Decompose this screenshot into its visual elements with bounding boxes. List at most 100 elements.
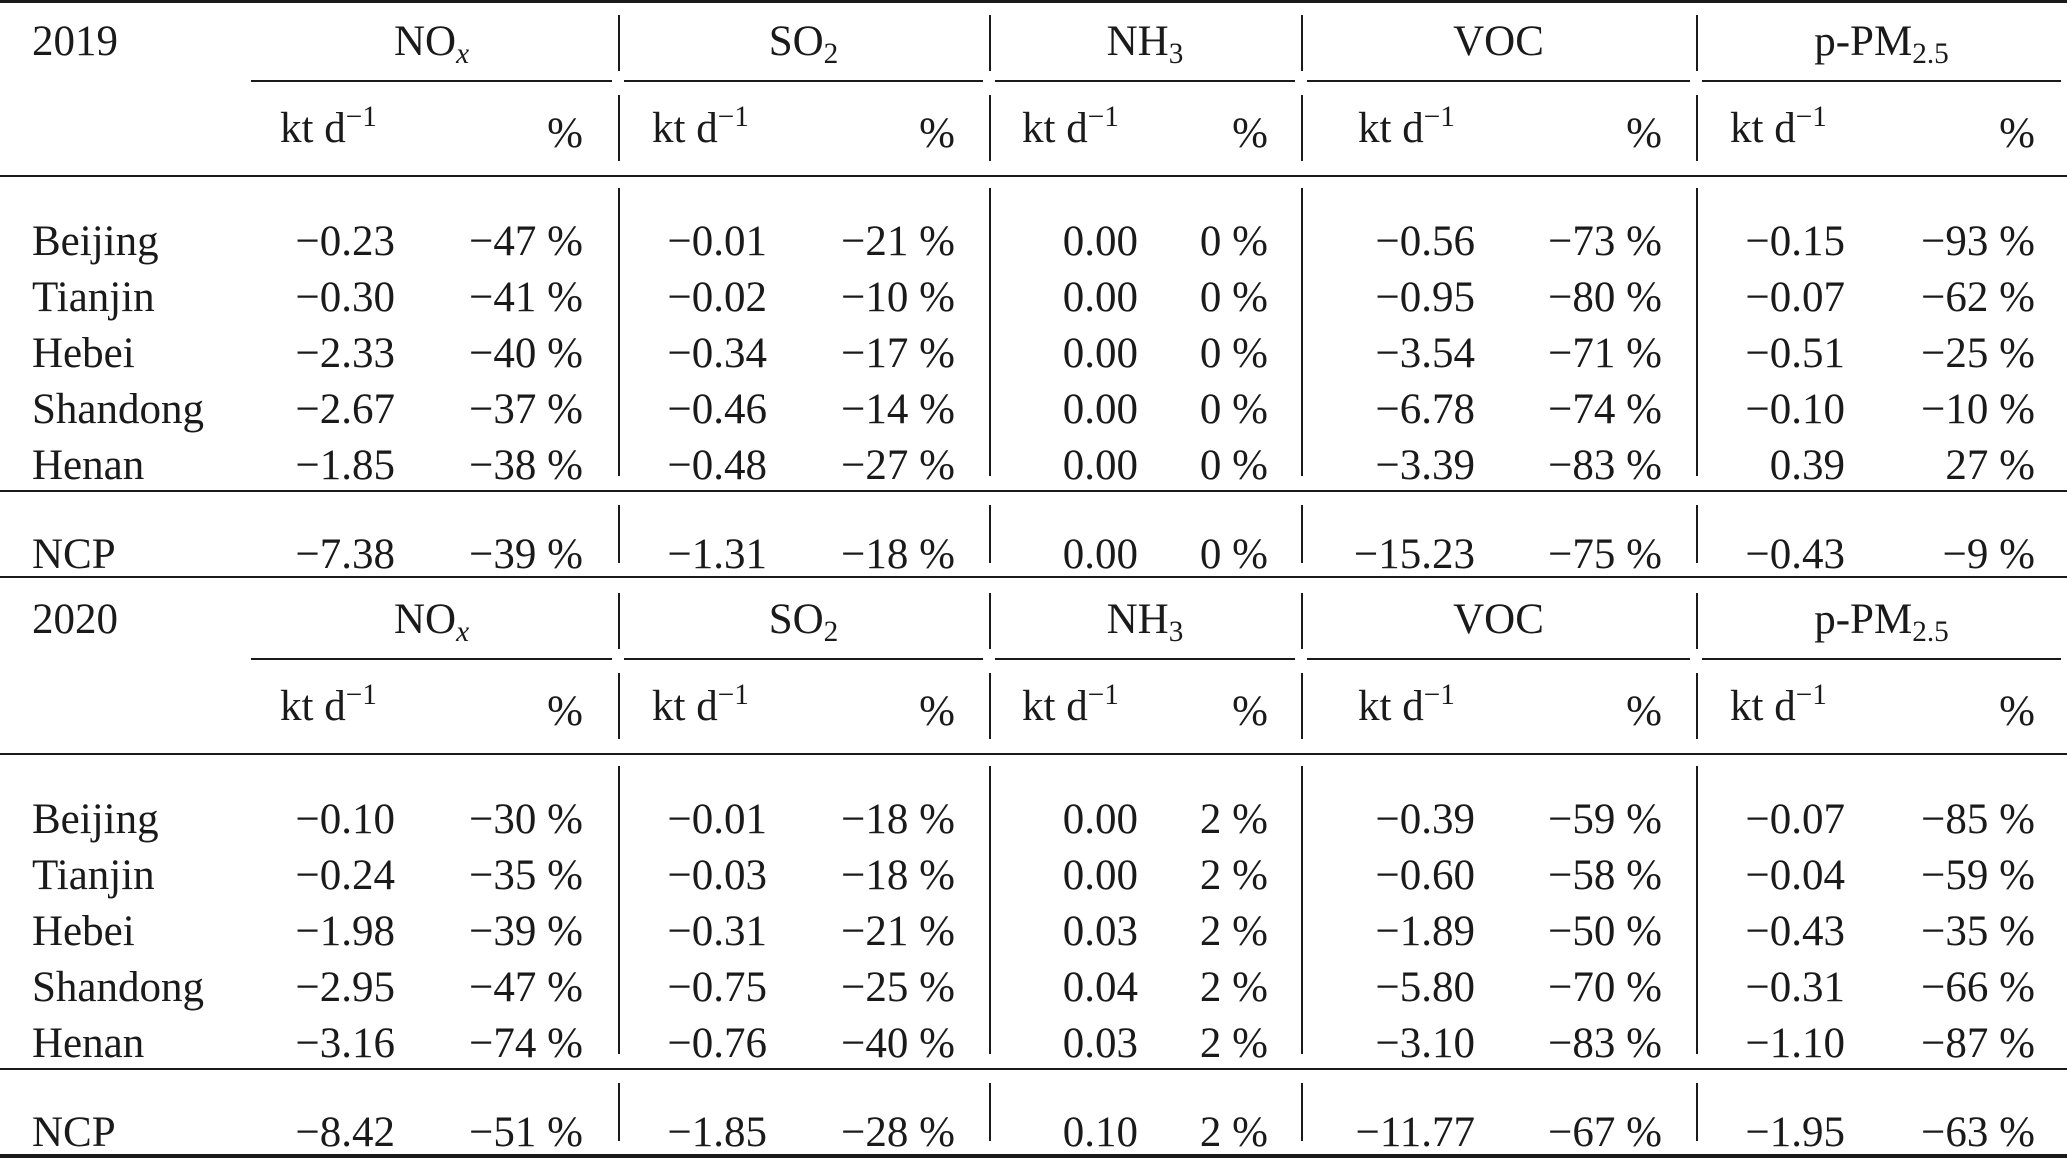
- unit-rate-base: kt d: [1022, 105, 1088, 152]
- value-rate: −3.39: [1375, 442, 1475, 489]
- value-percent: −25 %: [1921, 330, 2035, 377]
- unit-rate-exponent: −1: [1087, 678, 1119, 711]
- value-rate: −0.31: [1745, 964, 1845, 1011]
- species-subscript: x: [456, 616, 470, 649]
- unit-rate-base: kt d: [1730, 105, 1796, 152]
- total-value-rate: −1.31: [667, 531, 767, 578]
- value-rate: −0.51: [1745, 330, 1845, 377]
- total-value-rate: 0.00: [1062, 531, 1138, 578]
- species-name: VOC: [1453, 596, 1544, 643]
- total-region-name: NCP: [32, 1109, 116, 1156]
- value-percent: 2 %: [1199, 852, 1268, 899]
- value-percent: −59 %: [1548, 796, 1662, 843]
- unit-rate: kt d−1: [1358, 680, 1455, 730]
- total-value-rate: −7.38: [295, 531, 395, 578]
- value-percent: −10 %: [841, 274, 955, 321]
- value-rate: −1.85: [295, 442, 395, 489]
- column-separator: [618, 673, 620, 739]
- unit-percent: %: [1626, 688, 1662, 735]
- unit-percent: %: [1626, 110, 1662, 157]
- region-name: Shandong: [32, 386, 204, 433]
- group-underline: [251, 80, 612, 82]
- value-rate: −1.10: [1745, 1020, 1845, 1067]
- column-separator: [1696, 593, 1698, 649]
- value-rate: −1.98: [295, 908, 395, 955]
- column-separator: [1301, 766, 1303, 1054]
- unit-rate: kt d−1: [1022, 102, 1119, 152]
- value-rate: 0.04: [1062, 964, 1138, 1011]
- value-rate: −0.24: [295, 852, 395, 899]
- unit-rate-exponent: −1: [1795, 678, 1827, 711]
- unit-rate-exponent: −1: [1423, 678, 1455, 711]
- total-value-percent: −67 %: [1548, 1109, 1662, 1156]
- rule-total: [0, 1068, 2067, 1070]
- column-separator: [618, 15, 620, 71]
- total-value-rate: −1.95: [1745, 1109, 1845, 1156]
- region-name: Shandong: [32, 964, 204, 1011]
- total-value-percent: 0 %: [1199, 531, 1268, 578]
- species-subscript: 3: [1168, 616, 1184, 649]
- group-underline: [1307, 80, 1690, 82]
- value-rate: 0.00: [1062, 274, 1138, 321]
- column-separator: [989, 95, 991, 161]
- unit-percent: %: [547, 688, 583, 735]
- total-value-percent: −63 %: [1921, 1109, 2035, 1156]
- group-underline: [1702, 658, 2061, 660]
- species-subscript: 2.5: [1912, 616, 1949, 649]
- unit-rate-exponent: −1: [1795, 100, 1827, 133]
- value-rate: −5.80: [1375, 964, 1475, 1011]
- unit-rate-base: kt d: [652, 683, 718, 730]
- value-rate: 0.00: [1062, 330, 1138, 377]
- region-name: Beijing: [32, 796, 159, 843]
- value-rate: −6.78: [1375, 386, 1475, 433]
- value-percent: −85 %: [1921, 796, 2035, 843]
- value-rate: −0.31: [667, 908, 767, 955]
- column-separator: [1696, 15, 1698, 71]
- rule-top: [0, 0, 2067, 3]
- region-name: Hebei: [32, 908, 135, 955]
- unit-percent: %: [1232, 688, 1268, 735]
- value-percent: −35 %: [469, 852, 583, 899]
- column-separator: [618, 766, 620, 1054]
- unit-rate: kt d−1: [1022, 680, 1119, 730]
- value-percent: −14 %: [841, 386, 955, 433]
- total-value-rate: 0.10: [1062, 1109, 1138, 1156]
- rule-header: [0, 175, 2067, 177]
- value-percent: −47 %: [469, 964, 583, 1011]
- unit-rate: kt d−1: [1730, 680, 1827, 728]
- value-percent: −70 %: [1548, 964, 1662, 1011]
- year-label: 2019: [32, 18, 118, 65]
- species-name: NO: [393, 596, 457, 643]
- unit-rate-exponent: −1: [345, 100, 377, 133]
- column-separator: [1696, 188, 1698, 476]
- value-percent: 0 %: [1199, 442, 1268, 489]
- value-rate: −0.34: [667, 330, 767, 377]
- unit-rate-base: kt d: [1358, 683, 1424, 730]
- unit-percent: %: [919, 688, 955, 735]
- species-header: p-PM2.5: [1696, 598, 2067, 647]
- column-separator: [1696, 505, 1698, 563]
- value-percent: −93 %: [1921, 218, 2035, 265]
- value-percent: −18 %: [841, 852, 955, 899]
- value-rate: −3.54: [1375, 330, 1475, 377]
- unit-rate-exponent: −1: [717, 100, 749, 133]
- value-rate: −0.60: [1375, 852, 1475, 899]
- value-percent: −58 %: [1548, 852, 1662, 899]
- value-percent: −30 %: [469, 796, 583, 843]
- unit-rate-base: kt d: [1022, 683, 1088, 730]
- rule-bottom: [0, 1155, 2067, 1158]
- value-percent: −47 %: [469, 218, 583, 265]
- unit-rate: kt d−1: [652, 102, 749, 150]
- value-percent: 2 %: [1199, 908, 1268, 955]
- value-rate: −0.95: [1375, 274, 1475, 321]
- species-name: SO: [768, 596, 824, 643]
- region-name: Hebei: [32, 330, 135, 377]
- column-separator: [618, 505, 620, 563]
- value-rate: −0.48: [667, 442, 767, 489]
- value-rate: −3.10: [1375, 1020, 1475, 1067]
- value-percent: −80 %: [1548, 274, 1662, 321]
- group-underline: [624, 80, 983, 82]
- value-rate: −2.67: [295, 386, 395, 433]
- value-rate: −0.03: [667, 852, 767, 899]
- value-percent: −71 %: [1548, 330, 1662, 377]
